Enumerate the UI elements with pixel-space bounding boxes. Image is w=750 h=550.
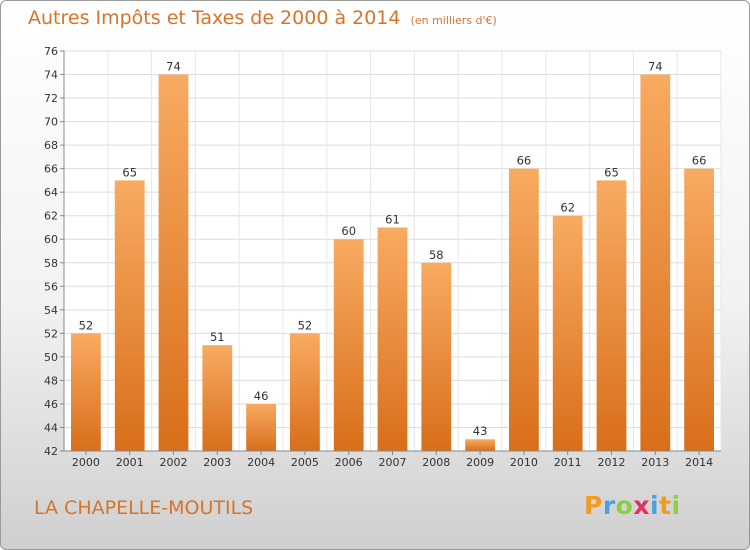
logo-letter: r — [602, 491, 616, 520]
bar-2011 — [552, 215, 583, 451]
bar-2001 — [114, 180, 145, 452]
x-tick-label-2000: 2000 — [72, 456, 100, 469]
y-tick-label: 56 — [44, 280, 58, 293]
y-tick-label: 44 — [44, 421, 58, 434]
y-tick-label: 50 — [44, 351, 58, 364]
x-tick-label-2013: 2013 — [641, 456, 669, 469]
axes: 42 44 46 48 50 52 54 56 58 60 62 64 66 68 70 72 74 76 2000… — [44, 45, 721, 469]
logo-letter: P — [584, 491, 603, 520]
bar-2007 — [377, 227, 408, 451]
bar-2003 — [202, 345, 233, 451]
bar-2013 — [640, 74, 671, 451]
x-tick-label-2005: 2005 — [291, 456, 319, 469]
y-tick-label: 68 — [44, 139, 58, 152]
value-label-2002: 74 — [166, 60, 181, 74]
bar-2014 — [684, 168, 714, 451]
x-tick-label-2012: 2012 — [598, 456, 626, 469]
bar-2004 — [246, 403, 276, 451]
y-tick-label: 46 — [44, 398, 58, 411]
proxiti-logo: Proxiti — [584, 491, 681, 520]
value-label-2006: 60 — [341, 224, 356, 238]
logo-letter: i — [671, 491, 681, 520]
x-tick-label-2004: 2004 — [247, 456, 275, 469]
bar-2008 — [421, 262, 452, 451]
y-tick-label: 76 — [44, 45, 58, 58]
y-tick-label: 60 — [44, 233, 58, 246]
x-tick-label-2010: 2010 — [510, 456, 538, 469]
logo-letter: i — [650, 491, 660, 520]
place-name: LA CHAPELLE-MOUTILS — [34, 497, 254, 519]
logo-letter: o — [615, 491, 634, 520]
y-tick-label: 70 — [44, 116, 58, 129]
x-tick-label-2014: 2014 — [685, 456, 713, 469]
x-tick-label-2001: 2001 — [116, 456, 144, 469]
y-tick-label: 66 — [44, 163, 58, 176]
value-label-2001: 65 — [122, 165, 137, 179]
bars: 52 65 74 51 46 52 60 61 58 43 66 62 65 74 66 — [71, 60, 714, 452]
y-tick-label: 72 — [44, 92, 58, 105]
x-tick-label-2008: 2008 — [422, 456, 450, 469]
bar-2010 — [509, 168, 539, 451]
bar-2009 — [465, 439, 495, 451]
value-label-2010: 66 — [517, 154, 532, 168]
value-label-2012: 65 — [604, 165, 619, 179]
value-label-2000: 52 — [79, 318, 94, 332]
y-tick-label: 62 — [44, 210, 58, 223]
value-label-2008: 58 — [429, 248, 444, 262]
logo-letter: x — [633, 491, 650, 520]
logo-letter: t — [659, 491, 672, 520]
x-tick-label-2003: 2003 — [203, 456, 231, 469]
bar-2002 — [158, 74, 189, 451]
x-tick-label-2009: 2009 — [466, 456, 494, 469]
value-label-2011: 62 — [560, 201, 575, 215]
value-label-2007: 61 — [385, 212, 400, 226]
value-label-2009: 43 — [473, 424, 488, 438]
bar-2006 — [333, 239, 364, 451]
y-tick-label: 58 — [44, 257, 58, 270]
chart-title: Autres Impôts et Taxes de 2000 à 2014 (e… — [28, 7, 497, 29]
y-tick-label: 74 — [44, 69, 58, 82]
value-label-2003: 51 — [210, 330, 225, 344]
chart-title-text: Autres Impôts et Taxes de 2000 à 2014 — [28, 7, 401, 29]
bar-2005 — [290, 333, 320, 451]
bar-2000 — [71, 333, 101, 451]
x-tick-label-2002: 2002 — [160, 456, 188, 469]
x-tick-label-2006: 2006 — [335, 456, 363, 469]
x-tick-label-2011: 2011 — [554, 456, 582, 469]
y-tick-label: 52 — [44, 327, 58, 340]
chart-subtitle: (en milliers d'€) — [410, 14, 497, 27]
value-label-2014: 66 — [692, 154, 707, 168]
value-label-2013: 74 — [648, 60, 663, 74]
y-tick-label: 64 — [44, 186, 58, 199]
y-tick-label: 54 — [44, 304, 58, 317]
y-tick-label: 42 — [44, 445, 58, 458]
value-label-2005: 52 — [298, 318, 313, 332]
x-tick-label-2007: 2007 — [379, 456, 407, 469]
y-tick-label: 48 — [44, 374, 58, 387]
value-label-2004: 46 — [254, 389, 269, 403]
bar-2012 — [596, 180, 627, 452]
